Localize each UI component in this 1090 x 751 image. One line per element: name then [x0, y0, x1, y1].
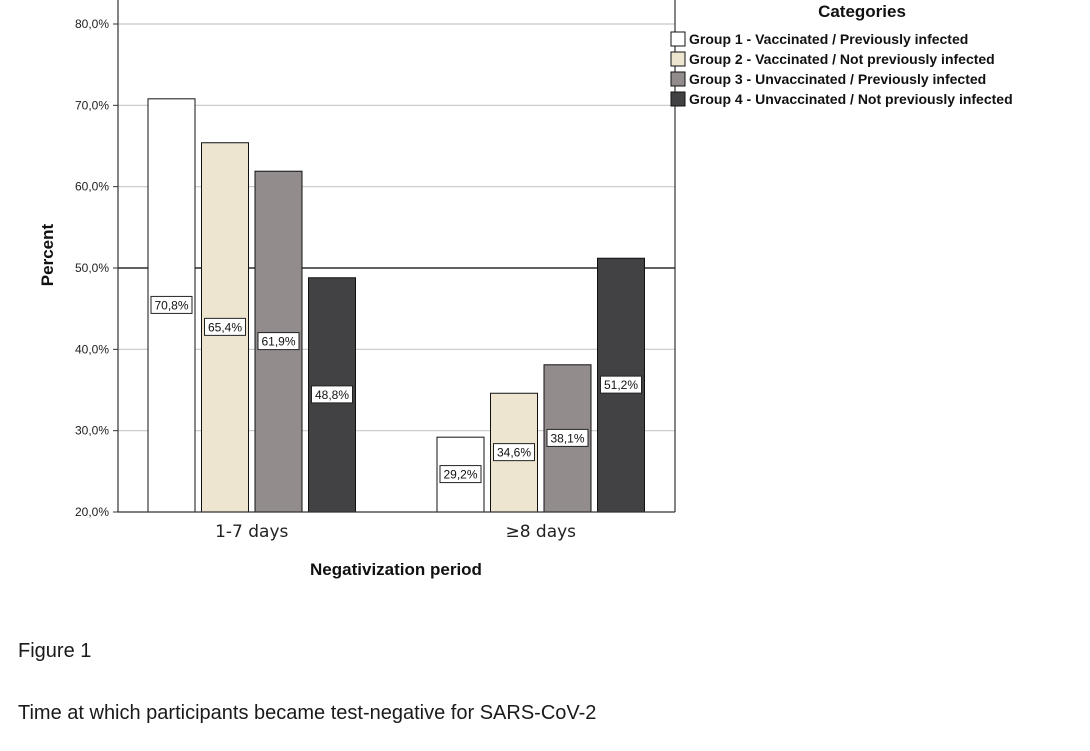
legend-item: Group 4 - Unvaccinated / Not previously …	[670, 91, 1013, 107]
data-label: 38,1%	[546, 428, 589, 447]
data-labels: 70,8% 65,4% 61,9% 48,8% 29,2% 34,6% 38,1% 51,2%	[150, 295, 642, 484]
legend-title: Categories	[818, 2, 906, 21]
legend-swatch	[670, 51, 686, 67]
legend-label: Group 4 - Unvaccinated / Not previously …	[689, 91, 1013, 107]
data-label: 70,8%	[150, 295, 193, 314]
legend-item: Group 2 - Vaccinated / Not previously in…	[670, 51, 995, 67]
bars	[147, 98, 645, 513]
data-label-box	[311, 385, 353, 404]
data-label-text: 29,2%	[443, 468, 477, 482]
y-tick-label: 50,0%	[75, 261, 109, 275]
data-label-text: 48,8%	[315, 388, 349, 402]
data-label-box	[439, 465, 482, 484]
data-label: 65,4%	[204, 317, 246, 336]
legend-label: Group 3 - Unvaccinated / Previously infe…	[689, 71, 986, 87]
figure-caption: Time at which participants became test-n…	[18, 702, 597, 724]
y-tick-label: 20,0%	[75, 505, 109, 519]
data-label-text: 34,6%	[497, 446, 531, 460]
data-label-text: 61,9%	[261, 335, 295, 349]
legend-swatch	[670, 71, 686, 87]
data-label-box	[546, 428, 589, 447]
x-category-label: 1-7 days	[215, 522, 288, 542]
data-label: 29,2%	[439, 465, 482, 484]
data-label-box	[150, 295, 193, 314]
legend-items: Group 1 - Vaccinated / Previously infect…	[670, 31, 1013, 107]
y-tick-label: 40,0%	[75, 342, 109, 356]
data-label-text: 38,1%	[550, 431, 584, 445]
y-tick-label: 80,0%	[75, 17, 109, 31]
legend-swatch	[670, 31, 686, 47]
legend-label: Group 1 - Vaccinated / Previously infect…	[689, 31, 968, 47]
legend: Categories Group 1 - Vaccinated / Previo…	[670, 2, 1013, 107]
legend-swatch	[670, 91, 686, 107]
data-label: 61,9%	[257, 332, 300, 351]
legend-item: Group 1 - Vaccinated / Previously infect…	[670, 31, 968, 47]
y-axis-title: Percent	[38, 223, 57, 286]
legend-item: Group 3 - Unvaccinated / Previously infe…	[670, 71, 986, 87]
bar-chart: 20,0% 30,0% 40,0% 50,0% 60,0% 70,0% 80,0% 1-7 …	[38, 0, 1013, 579]
data-label-box	[204, 317, 246, 336]
y-tick-labels: 20,0% 30,0% 40,0% 50,0% 60,0% 70,0% 80,0%	[75, 17, 118, 519]
figure-label: Figure 1	[18, 640, 92, 662]
data-label-box	[257, 332, 300, 351]
data-label-text: 65,4%	[208, 320, 242, 334]
data-label: 34,6%	[493, 443, 535, 462]
data-label-text: 51,2%	[604, 378, 638, 392]
legend-label: Group 2 - Vaccinated / Not previously in…	[689, 51, 995, 67]
x-category-label: ≥8 days	[505, 522, 576, 542]
y-tick-label: 70,0%	[75, 98, 109, 112]
data-label: 48,8%	[311, 385, 353, 404]
data-label: 51,2%	[600, 375, 642, 394]
data-label-text: 70,8%	[154, 298, 188, 312]
y-tick-label: 60,0%	[75, 180, 109, 194]
y-tick-label: 30,0%	[75, 424, 109, 438]
x-axis-title: Negativization period	[310, 560, 482, 579]
data-label-box	[600, 375, 642, 394]
data-label-box	[493, 443, 535, 462]
x-category-labels: 1-7 days ≥8 days	[215, 522, 576, 542]
